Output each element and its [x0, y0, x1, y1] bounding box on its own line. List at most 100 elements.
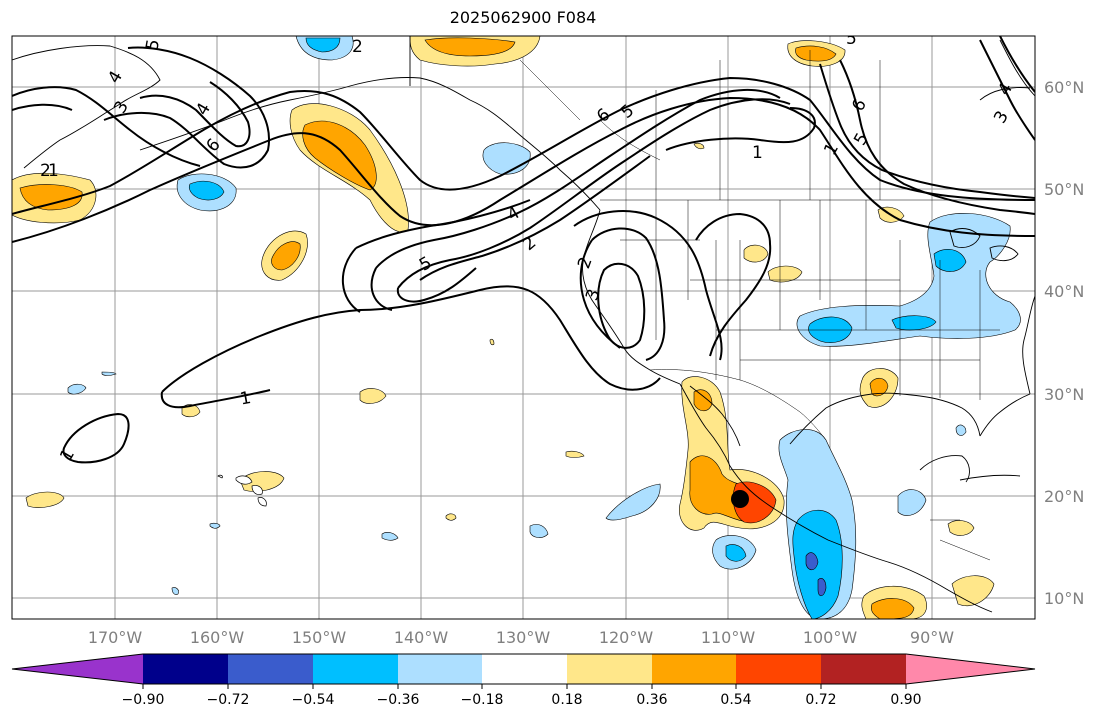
shade-blob: [239, 471, 285, 492]
lon-label: 150°W: [292, 628, 347, 647]
colorbar-segment: [906, 654, 1035, 684]
contour-line-5: [370, 267, 393, 311]
shade-blob: [817, 578, 827, 597]
colorbar-label: 0.18: [551, 692, 582, 708]
shade-blob: [381, 532, 399, 541]
colorbar: [11, 653, 1036, 685]
contour-line-1: [161, 285, 661, 393]
lon-label: 130°W: [496, 628, 551, 647]
coastlines: [12, 36, 1035, 613]
contour-line-1: [160, 389, 271, 409]
shade-blob: [424, 37, 516, 57]
contour-line-6: [397, 98, 791, 289]
lon-label: 140°W: [394, 628, 449, 647]
shade-blob: [605, 483, 661, 521]
colorbar-label: −0.54: [292, 692, 335, 708]
colorbar-segment: [821, 654, 906, 684]
lat-label: 40°N: [1044, 282, 1084, 301]
shade-blob: [188, 180, 225, 201]
contour-line-2: [355, 199, 531, 249]
colorbar-segment: [736, 654, 821, 684]
shade-blob: [67, 383, 87, 395]
lat-label: 60°N: [1044, 78, 1084, 97]
lon-label: 90°W: [910, 628, 954, 647]
contour-line-1: [665, 107, 816, 151]
lon-label: 160°W: [190, 628, 245, 647]
colorbar-label: −0.72: [207, 692, 250, 708]
contour-line-4: [139, 81, 251, 148]
contour-label: 2: [40, 161, 51, 181]
shade-blob: [445, 513, 457, 521]
political-borders: [519, 50, 1000, 561]
colorbar-label: 0.72: [805, 692, 836, 708]
shade-blob: [529, 524, 549, 538]
map-title: 2025062900 F084: [449, 8, 597, 27]
contour-label: 1: [752, 143, 763, 163]
shade-blob: [489, 338, 495, 346]
shade-blob: [101, 371, 117, 376]
latitude-labels: 60°N 50°N 40°N 30°N 20°N 10°N: [1044, 78, 1084, 608]
lat-label: 20°N: [1044, 487, 1084, 506]
contour-line-2: [591, 227, 666, 361]
colorbar-ticks: [142, 684, 907, 689]
lon-label: 110°W: [701, 628, 756, 647]
contour-line-3: [597, 262, 646, 349]
colorbar-segment: [313, 654, 398, 684]
lat-label: 30°N: [1044, 385, 1084, 404]
contour-label: 1: [238, 388, 252, 410]
colorbar-label: −0.36: [377, 692, 420, 708]
contour-line-2: [12, 76, 1035, 215]
contour-line-5: [375, 89, 781, 269]
shade-blob: [725, 544, 747, 562]
contour-label: 5: [142, 38, 164, 52]
contour-line-4: [979, 39, 1035, 141]
contour-label: 5: [846, 29, 857, 49]
longitude-labels: 170°W 160°W 150°W 140°W 130°W 120°W 110°…: [88, 628, 954, 647]
shade-blob: [933, 249, 967, 272]
shade-blob: [869, 377, 889, 397]
contour-line-6: [819, 63, 1035, 199]
shade-blob: [955, 424, 967, 436]
colorbar-label: 0.90: [890, 692, 921, 708]
contour-line-3: [999, 36, 1035, 93]
colorbar-segment: [12, 654, 143, 684]
shade-blob: [209, 522, 221, 529]
storm-center-marker: [731, 490, 749, 508]
contour-line-5: [12, 86, 201, 167]
contour-lines: [12, 36, 1035, 464]
shade-blob: [767, 265, 803, 283]
colorbar-label: −0.90: [122, 692, 165, 708]
contour-line-3: [103, 46, 270, 169]
lon-label: 100°W: [803, 628, 858, 647]
shade-blob: [897, 489, 927, 516]
colorbar-segment: [398, 654, 482, 684]
lat-label: 50°N: [1044, 180, 1084, 199]
colorbar-segment: [228, 654, 313, 684]
contour-line-4: [419, 155, 651, 281]
colorbar-label: 0.36: [636, 692, 667, 708]
contour-label: 2: [352, 37, 363, 57]
shade-blob: [271, 241, 301, 271]
colorbar-segment: [567, 654, 652, 684]
map-content: 1 2 4 5 6 5 2 4 6 3 4 2 5 1 1 2 3 1 6 5 …: [12, 29, 1035, 619]
shade-blob: [891, 315, 937, 331]
contour-line-1: [573, 210, 723, 361]
map-frame: [11, 35, 1036, 620]
contour-line-1: [695, 212, 772, 357]
contour-line-4: [12, 103, 73, 111]
lat-label: 10°N: [1044, 589, 1084, 608]
shade-blob: [870, 598, 915, 619]
lon-label: 120°W: [599, 628, 654, 647]
shade-blob: [25, 491, 65, 508]
colorbar-label: 0.54: [720, 692, 751, 708]
islands: [217, 474, 267, 507]
colorbar-segment: [482, 654, 567, 684]
colorbar-segment: [652, 654, 736, 684]
shade-blob: [359, 388, 387, 404]
shade-blob: [795, 45, 837, 62]
shade-blob: [305, 37, 341, 53]
contour-line-6: [396, 267, 477, 303]
shade-blob: [743, 244, 769, 263]
contour-line-2: [579, 239, 621, 349]
